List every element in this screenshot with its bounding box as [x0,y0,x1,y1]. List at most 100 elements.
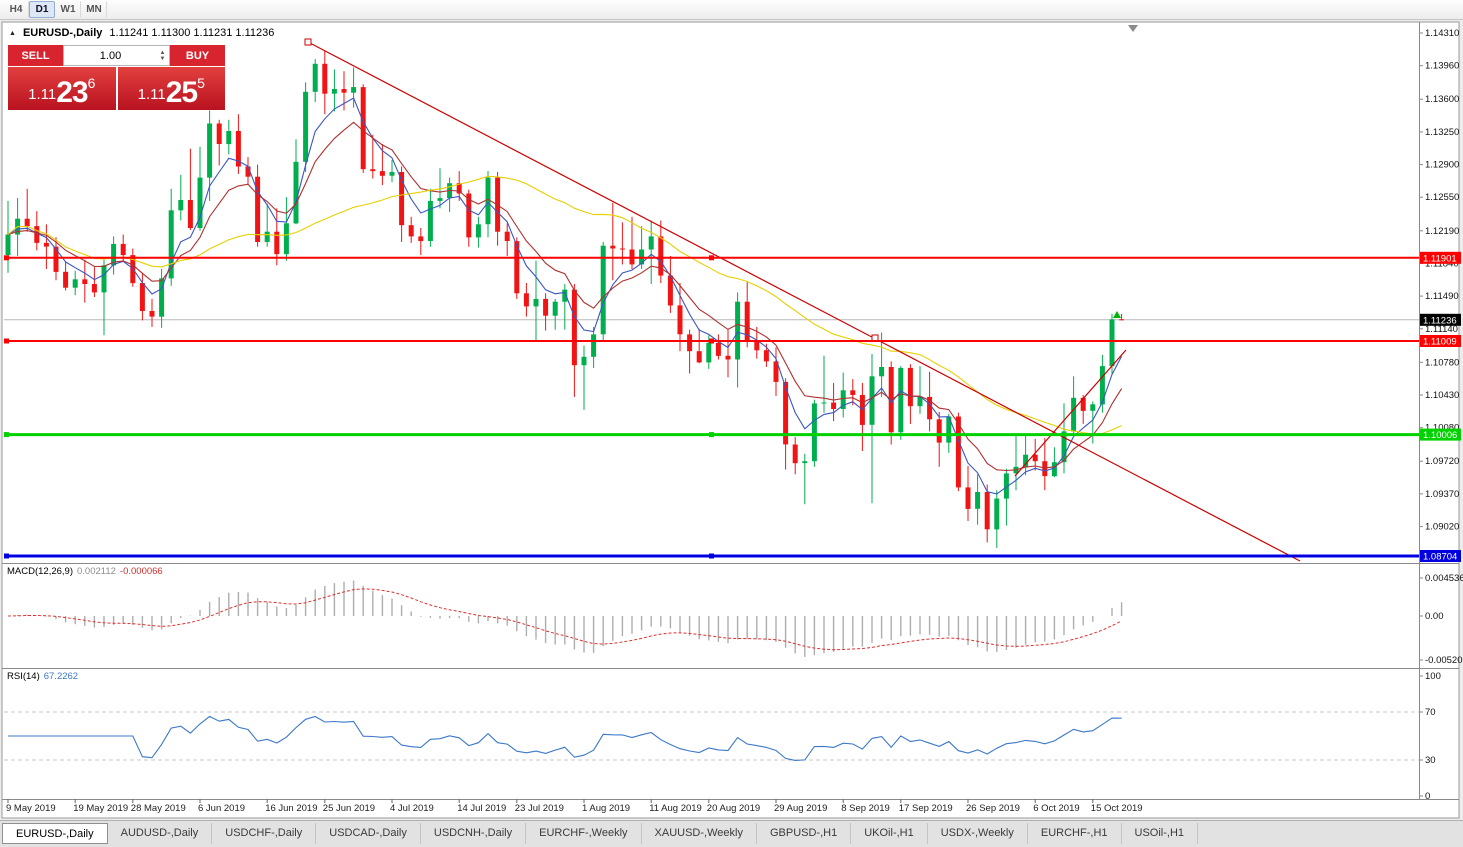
candle-body [744,301,750,340]
candle-body [207,123,213,178]
candle-body [763,350,769,362]
candle-body [322,63,328,94]
hline-price-badge-text: 1.10006 [1423,430,1457,441]
candle-body [197,177,203,228]
hline-handle-left[interactable] [4,255,9,261]
candle-body [312,63,318,92]
candle-body [955,416,961,488]
candle-body [754,340,760,351]
candle-body [648,236,654,250]
date-tick-label: 29 Aug 2019 [774,803,827,814]
candle-body [1051,462,1057,477]
date-tick-label: 6 Jun 2019 [198,803,245,814]
tab-eurchf-h1[interactable]: EURCHF-,H1 [1028,823,1122,844]
candle-body [379,171,385,176]
candle-body [927,396,933,420]
rsi-line [8,715,1122,761]
candle-body [341,89,347,93]
bid-prefix: 1.11 [28,86,57,103]
ma-mid-line [7,121,1123,472]
tab-usdchf-daily[interactable]: USDCHF-,Daily [212,823,317,844]
tf-button-MN[interactable]: MN [81,1,107,18]
ask-price-button[interactable]: 1.11 25 5 [117,67,225,110]
tab-audusd-daily[interactable]: AUDUSD-,Daily [108,823,213,844]
candle-body [360,87,366,170]
price-tick-label: 1.09370 [1425,489,1459,500]
tf-button-H4[interactable]: H4 [3,1,29,18]
hline-handle-center[interactable] [709,338,714,344]
tab-xauusd-weekly[interactable]: XAUUSD-,Weekly [642,823,757,844]
hline-price-badge [1420,335,1461,347]
rsi-tick-label: 100 [1425,671,1441,682]
tab-ukoil-h1[interactable]: UKOil-,H1 [851,823,928,844]
tab-eurchf-weekly[interactable]: EURCHF-,Weekly [526,823,642,844]
chart-frame [1,21,1460,819]
hline-price-badge-text: 1.08704 [1423,552,1457,563]
candle-body [111,243,117,266]
shift-marker-icon[interactable] [1128,25,1138,32]
downtrend-line[interactable] [307,41,1301,562]
rsi-axis-labels: 100 70 30 0 [1419,671,1441,802]
candle-body [1042,461,1048,477]
hline-handle-center[interactable] [709,553,714,559]
candle-body [437,198,443,201]
candle-body [898,367,904,433]
volume-up-icon[interactable]: ▲ [159,49,166,56]
macd-tick-label: -0.005205 [1425,655,1463,666]
price-tick-label: 1.10080 [1425,423,1459,434]
tab-eurusd-daily[interactable]: EURUSD-,Daily [2,823,108,844]
price-tick-label: 1.13960 [1425,61,1459,72]
date-tick-label: 19 May 2019 [73,803,128,814]
hline-handle-left[interactable] [4,553,9,559]
tab-usdcad-daily[interactable]: USDCAD-,Daily [316,823,421,844]
collapse-panel-icon[interactable]: ▲ [9,29,16,37]
tab-usoil-h1[interactable]: USOil-,H1 [1122,823,1199,844]
volume-down-icon[interactable]: ▼ [159,55,166,62]
ask-prefix: 1.11 [137,86,166,103]
hline-handle-left[interactable] [4,338,9,344]
buy-button[interactable]: BUY [170,45,225,66]
candle-body [245,166,251,177]
candle-body [792,444,798,464]
date-tick-label: 6 Oct 2019 [1033,803,1079,814]
tf-button-W1[interactable]: W1 [55,1,81,18]
candle-body [139,283,145,311]
hline-handle-center[interactable] [709,255,714,261]
candle-body [600,245,606,335]
tab-gbpusd-h1[interactable]: GBPUSD-,H1 [757,823,852,844]
sell-button[interactable]: SELL [8,45,63,66]
date-tick-label: 23 Jul 2019 [515,803,564,814]
price-tick-label: 1.13250 [1425,127,1459,138]
tab-usdcnh-daily[interactable]: USDCNH-,Daily [421,823,527,844]
candle-body [82,279,88,284]
candle-body [1003,473,1009,499]
uptrend-line[interactable] [1014,349,1127,477]
volume-input[interactable] [64,46,157,66]
symbol-period-label: EURUSD-,Daily [22,27,103,39]
candle-body [120,243,126,256]
tab-usdx-weekly[interactable]: USDX-,Weekly [928,823,1028,844]
candle-body [418,236,424,242]
candle-body [1071,397,1077,432]
candle-body [159,278,165,317]
candle-body [984,492,990,530]
hline-handle-center[interactable] [709,432,714,438]
hline-handle-left[interactable] [4,432,9,438]
date-tick-label: 25 Jun 2019 [323,803,375,814]
downtrend-line-handle[interactable] [304,38,312,46]
tf-button-D1[interactable]: D1 [29,1,55,18]
ma-fast-line [7,97,1123,495]
date-tick-label: 1 Aug 2019 [582,803,630,814]
price-tick-label: 1.11840 [1425,259,1459,270]
bid-price-button[interactable]: 1.11 23 6 [8,67,116,110]
candle-body [1119,319,1125,321]
candle-body [706,342,712,363]
macd-tick-label: 0.00 [1425,611,1444,622]
price-tick-label: 1.12550 [1425,192,1459,203]
hline-price-badge [1420,550,1461,562]
macd-signal-value: -0.000066 [119,566,163,577]
candle-body [965,487,971,509]
bid-big-digits: 23 [56,76,88,109]
